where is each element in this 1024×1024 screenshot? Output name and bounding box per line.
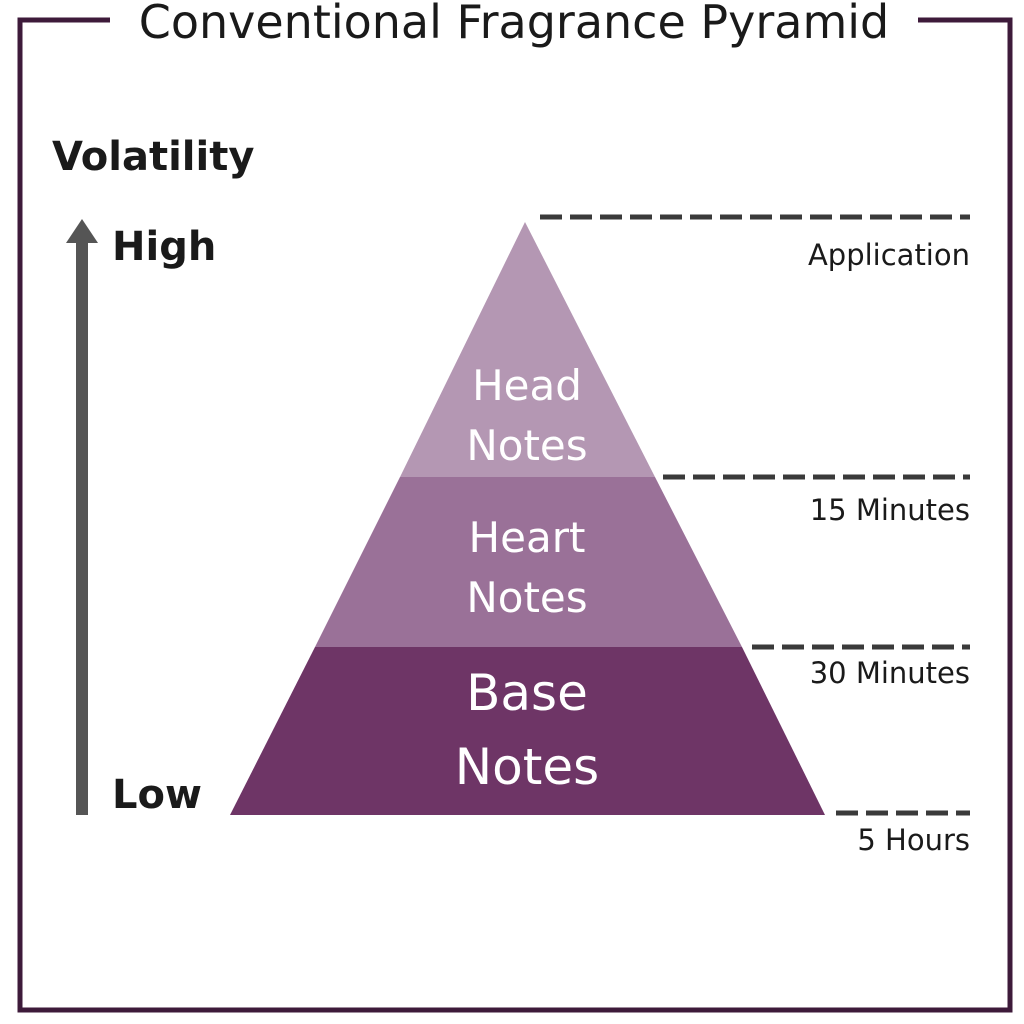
heart-notes-label: Notes — [466, 573, 587, 622]
arrow-up-icon — [66, 219, 98, 243]
base-notes-label: Notes — [455, 738, 599, 796]
head-notes-label: Notes — [466, 421, 587, 470]
layer-base-notes — [230, 647, 825, 815]
layer-head-notes — [400, 222, 655, 477]
time-label-15-minutes: 15 Minutes — [810, 493, 970, 527]
time-label-30-minutes: 30 Minutes — [810, 656, 970, 690]
base-notes-label: Base — [466, 664, 588, 722]
heart-notes-label: Heart — [469, 513, 586, 562]
time-label-application: Application — [808, 238, 970, 272]
axis-high-label: High — [112, 224, 216, 270]
frame-border — [17, 17, 1013, 1013]
time-label-5-hours: 5 Hours — [857, 823, 970, 857]
axis-low-label: Low — [112, 772, 202, 818]
diagram-title: Conventional Fragrance Pyramid — [139, 0, 890, 49]
axis-label: Volatility — [52, 134, 254, 180]
head-notes-label: Head — [472, 361, 582, 410]
time-dashes — [540, 214, 970, 816]
layer-heart-notes — [315, 477, 742, 647]
